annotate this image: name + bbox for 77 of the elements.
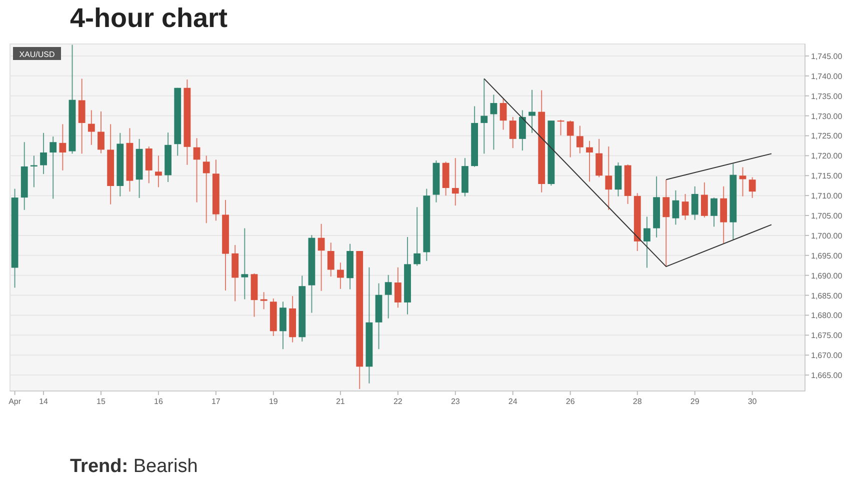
y-tick-label: 1,675.00	[811, 331, 843, 340]
candlestick	[576, 125, 584, 154]
candlestick	[50, 136, 57, 200]
x-tick-label: 29	[690, 397, 700, 406]
y-tick-label: 1,700.00	[811, 231, 843, 240]
candlestick	[566, 120, 574, 158]
candlestick	[720, 186, 728, 244]
candlestick	[193, 138, 200, 203]
y-tick-label: 1,690.00	[811, 271, 843, 280]
candlestick	[260, 292, 268, 310]
x-tick-label: 21	[336, 397, 346, 406]
candlestick	[596, 138, 603, 178]
candlestick	[40, 132, 47, 175]
candlestick	[518, 110, 526, 151]
x-tick-label: 24	[508, 397, 518, 406]
x-tick-label: 28	[632, 397, 642, 406]
candlestick	[280, 301, 286, 350]
candlestick	[59, 124, 66, 171]
y-tick-label: 1,715.00	[811, 172, 843, 181]
candlestick	[700, 182, 708, 218]
x-tick-label: 30	[748, 397, 758, 406]
x-tick-label: 15	[96, 397, 106, 406]
candlestick	[672, 190, 680, 226]
x-tick-label: 23	[450, 397, 460, 406]
candlestick	[528, 89, 536, 134]
y-tick-label: 1,670.00	[811, 351, 843, 360]
candlestick	[614, 162, 622, 197]
x-tick-label: 16	[154, 397, 164, 406]
x-tick-label: 14	[39, 397, 49, 406]
candlestick	[318, 223, 325, 292]
y-tick-label: 1,705.00	[811, 212, 843, 221]
y-tick-label: 1,745.00	[811, 52, 843, 61]
text: Trend: Bearish	[70, 456, 198, 477]
candlestick	[490, 94, 498, 150]
candlestick	[586, 140, 593, 182]
candlestick	[739, 166, 746, 197]
chart-title: 4-hour chart	[70, 3, 228, 33]
candlestick	[78, 78, 86, 154]
y-tick-label: 1,695.00	[811, 251, 843, 260]
candlestick	[452, 158, 459, 206]
candlestick	[327, 242, 334, 278]
x-tick-label: 19	[268, 397, 278, 406]
text: XAU/USD	[19, 50, 56, 59]
candlestick	[145, 146, 152, 184]
y-tick-label: 1,685.00	[811, 291, 843, 300]
x-tick-label: 22	[393, 397, 403, 406]
y-tick-label: 1,725.00	[811, 132, 843, 141]
candlestick	[480, 78, 488, 154]
candlestick	[557, 119, 564, 136]
candlestick	[682, 193, 689, 220]
y-tick-label: 1,710.00	[811, 192, 843, 201]
y-tick-label: 1,680.00	[811, 311, 843, 320]
y-tick-label: 1,665.00	[811, 371, 843, 380]
candlestick	[414, 206, 421, 266]
candlestick	[155, 155, 162, 188]
x-tick-label: 17	[211, 397, 221, 406]
candlestick	[509, 116, 516, 149]
y-tick-label: 1,740.00	[811, 72, 843, 81]
y-tick-label: 1,735.00	[811, 92, 843, 101]
candlestick	[241, 228, 248, 300]
candlestick	[691, 186, 698, 220]
candlestick	[337, 262, 344, 290]
candlestick	[662, 179, 670, 268]
candlestick	[98, 110, 104, 154]
candlestick	[384, 274, 392, 319]
candlestick	[605, 146, 612, 210]
x-tick-label: Apr	[8, 397, 22, 406]
candlestick	[394, 266, 402, 308]
y-tick-label: 1,730.00	[811, 112, 843, 121]
candlestick	[748, 176, 756, 198]
candlestick	[88, 110, 95, 146]
x-tick-label: 26	[566, 397, 576, 406]
candlestick	[500, 98, 507, 130]
candlestick	[644, 216, 650, 268]
candlestick	[710, 197, 718, 228]
y-tick-label: 1,720.00	[811, 152, 843, 161]
candlestick	[202, 155, 210, 224]
